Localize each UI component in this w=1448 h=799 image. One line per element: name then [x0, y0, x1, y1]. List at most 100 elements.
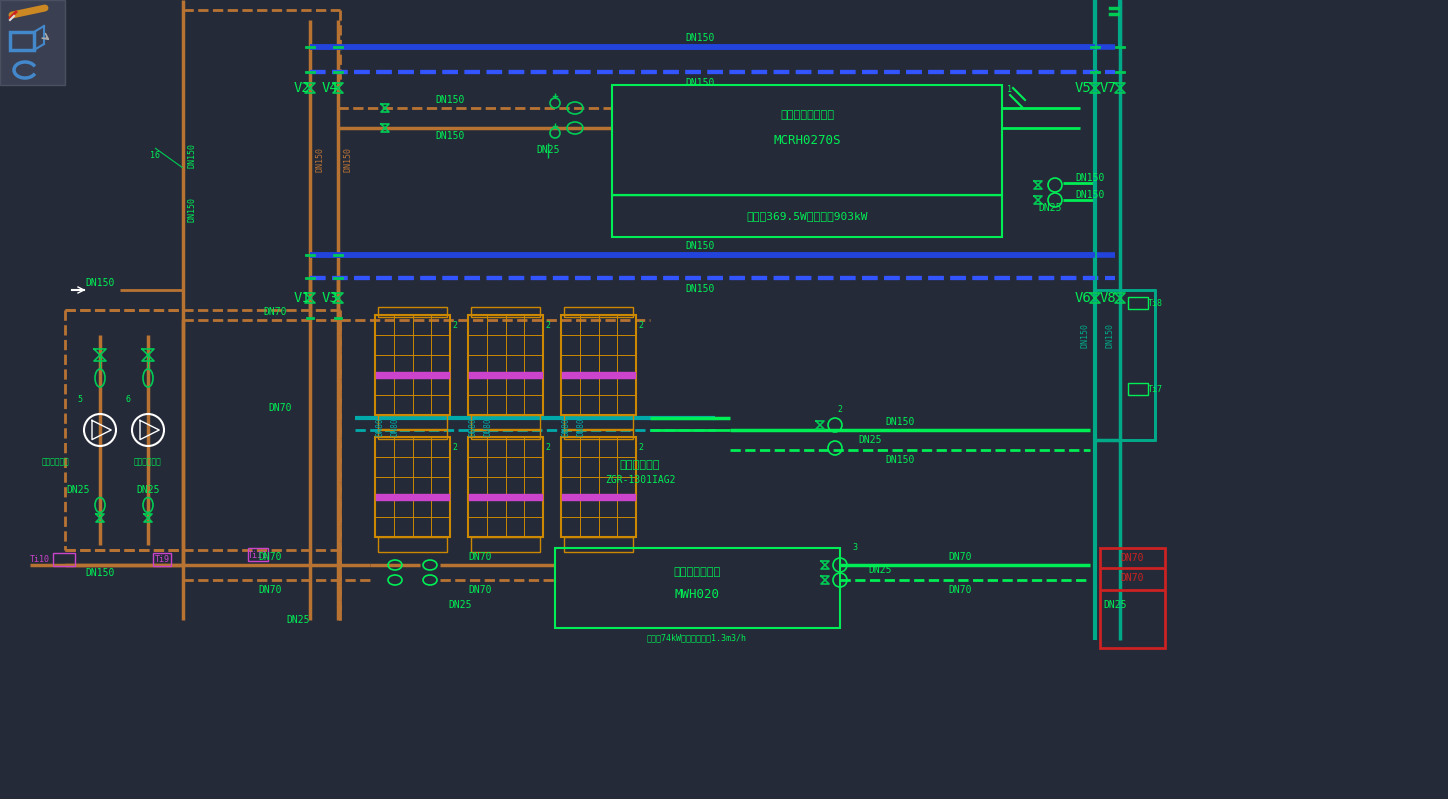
Bar	[1095, 290, 1156, 440]
Bar	[378, 415, 447, 430]
Bar	[378, 429, 447, 439]
Bar	[565, 307, 633, 317]
Text: DN80: DN80	[469, 418, 478, 436]
Text: V5: V5	[1074, 81, 1092, 95]
Text: Ti10: Ti10	[30, 555, 51, 565]
Text: DN150: DN150	[1074, 190, 1105, 200]
Text: DN150: DN150	[187, 142, 197, 168]
Bar	[565, 415, 633, 430]
Text: V1: V1	[294, 291, 310, 305]
Bar	[248, 548, 268, 561]
Text: 地源側循環泵: 地源側循環泵	[41, 458, 70, 467]
Text: 制冷量369.5W，制熱量903kW: 制冷量369.5W，制熱量903kW	[746, 211, 867, 221]
Text: DN150: DN150	[1105, 323, 1115, 348]
Text: Ti7: Ti7	[1148, 384, 1163, 393]
Text: V6: V6	[1074, 291, 1092, 305]
Text: DN25: DN25	[136, 485, 159, 495]
Text: DN80: DN80	[576, 418, 585, 436]
Text: DN150: DN150	[885, 455, 915, 465]
Text: DN150: DN150	[685, 284, 715, 294]
Text: MCRH0270S: MCRH0270S	[773, 133, 841, 146]
Bar	[375, 437, 450, 537]
Text: DN25: DN25	[1103, 600, 1127, 610]
Text: 2: 2	[546, 320, 550, 329]
Text: DN70: DN70	[268, 403, 291, 413]
Text: DN70: DN70	[468, 585, 492, 595]
Text: DN150: DN150	[685, 78, 715, 88]
Text: DN150: DN150	[187, 197, 197, 222]
Bar	[471, 429, 540, 439]
Bar	[565, 429, 633, 439]
Text: DN25: DN25	[536, 145, 560, 155]
Bar	[10, 32, 33, 50]
Text: DN70: DN70	[258, 585, 282, 595]
Text: DN25: DN25	[449, 600, 472, 610]
Text: 2: 2	[452, 443, 458, 451]
Text: 地源熱泵標準主機: 地源熱泵標準主機	[780, 110, 834, 120]
Text: Ti9: Ti9	[155, 555, 169, 565]
Text: DN25: DN25	[287, 615, 310, 625]
Bar	[471, 537, 540, 552]
Text: DN150: DN150	[436, 131, 465, 141]
Text: 2: 2	[639, 443, 643, 451]
Text: DN25: DN25	[67, 485, 90, 495]
Bar	[613, 195, 1002, 237]
Text: DN80: DN80	[562, 418, 571, 436]
Text: 地源側循環泵: 地源側循環泵	[135, 458, 162, 467]
Text: DN70: DN70	[1121, 573, 1144, 583]
Text: V2: V2	[294, 81, 310, 95]
Text: Ti11: Ti11	[248, 551, 268, 559]
Text: DN70: DN70	[258, 552, 282, 562]
Text: DN70: DN70	[948, 585, 972, 595]
Text: V7: V7	[1099, 81, 1116, 95]
Text: 16: 16	[151, 150, 159, 160]
Bar	[471, 415, 540, 430]
Bar	[1128, 383, 1148, 395]
Text: DN80: DN80	[375, 418, 385, 436]
Text: 2: 2	[639, 320, 643, 329]
Text: DN70: DN70	[468, 552, 492, 562]
Text: ZGR-1301IAG2: ZGR-1301IAG2	[605, 475, 675, 485]
Text: DN150: DN150	[685, 241, 715, 251]
Bar	[613, 85, 1002, 195]
Text: V3: V3	[321, 291, 339, 305]
Bar	[555, 548, 840, 628]
Bar	[378, 537, 447, 552]
Bar	[471, 307, 540, 317]
Text: 1: 1	[1008, 85, 1012, 94]
Text: DN70: DN70	[948, 552, 972, 562]
Bar	[560, 437, 636, 537]
Text: DN70: DN70	[264, 307, 287, 317]
Bar	[468, 437, 543, 537]
Text: DN150: DN150	[85, 278, 114, 288]
Text: 5: 5	[78, 396, 83, 404]
Text: DN150: DN150	[1080, 323, 1089, 348]
Text: DN80: DN80	[391, 418, 400, 436]
Bar	[468, 315, 543, 415]
Text: 2: 2	[546, 443, 550, 451]
Text: DN150: DN150	[1074, 173, 1105, 183]
Bar	[378, 307, 447, 317]
Bar	[1128, 297, 1148, 309]
Text: DN25: DN25	[859, 435, 882, 445]
Text: DN150: DN150	[436, 95, 465, 105]
Text: V8: V8	[1099, 291, 1116, 305]
Bar	[375, 315, 450, 415]
Text: DN150: DN150	[316, 148, 324, 173]
Bar	[1100, 548, 1166, 648]
Text: DN25: DN25	[1038, 203, 1061, 213]
Text: 地源熱泵熱水機: 地源熱泵熱水機	[673, 567, 721, 577]
Text: 2: 2	[837, 406, 843, 415]
Bar	[153, 553, 171, 566]
Text: 6: 6	[126, 396, 130, 404]
Text: DN150: DN150	[885, 417, 915, 427]
Text: MWH020: MWH020	[675, 589, 720, 602]
Text: Ti8: Ti8	[1148, 299, 1163, 308]
Text: DN80: DN80	[484, 418, 492, 436]
Text: DN25: DN25	[869, 565, 892, 575]
Bar	[565, 537, 633, 552]
Text: V4: V4	[321, 81, 339, 95]
Text: DN70: DN70	[1121, 553, 1144, 563]
Bar	[54, 553, 75, 566]
Text: DN150: DN150	[685, 33, 715, 43]
